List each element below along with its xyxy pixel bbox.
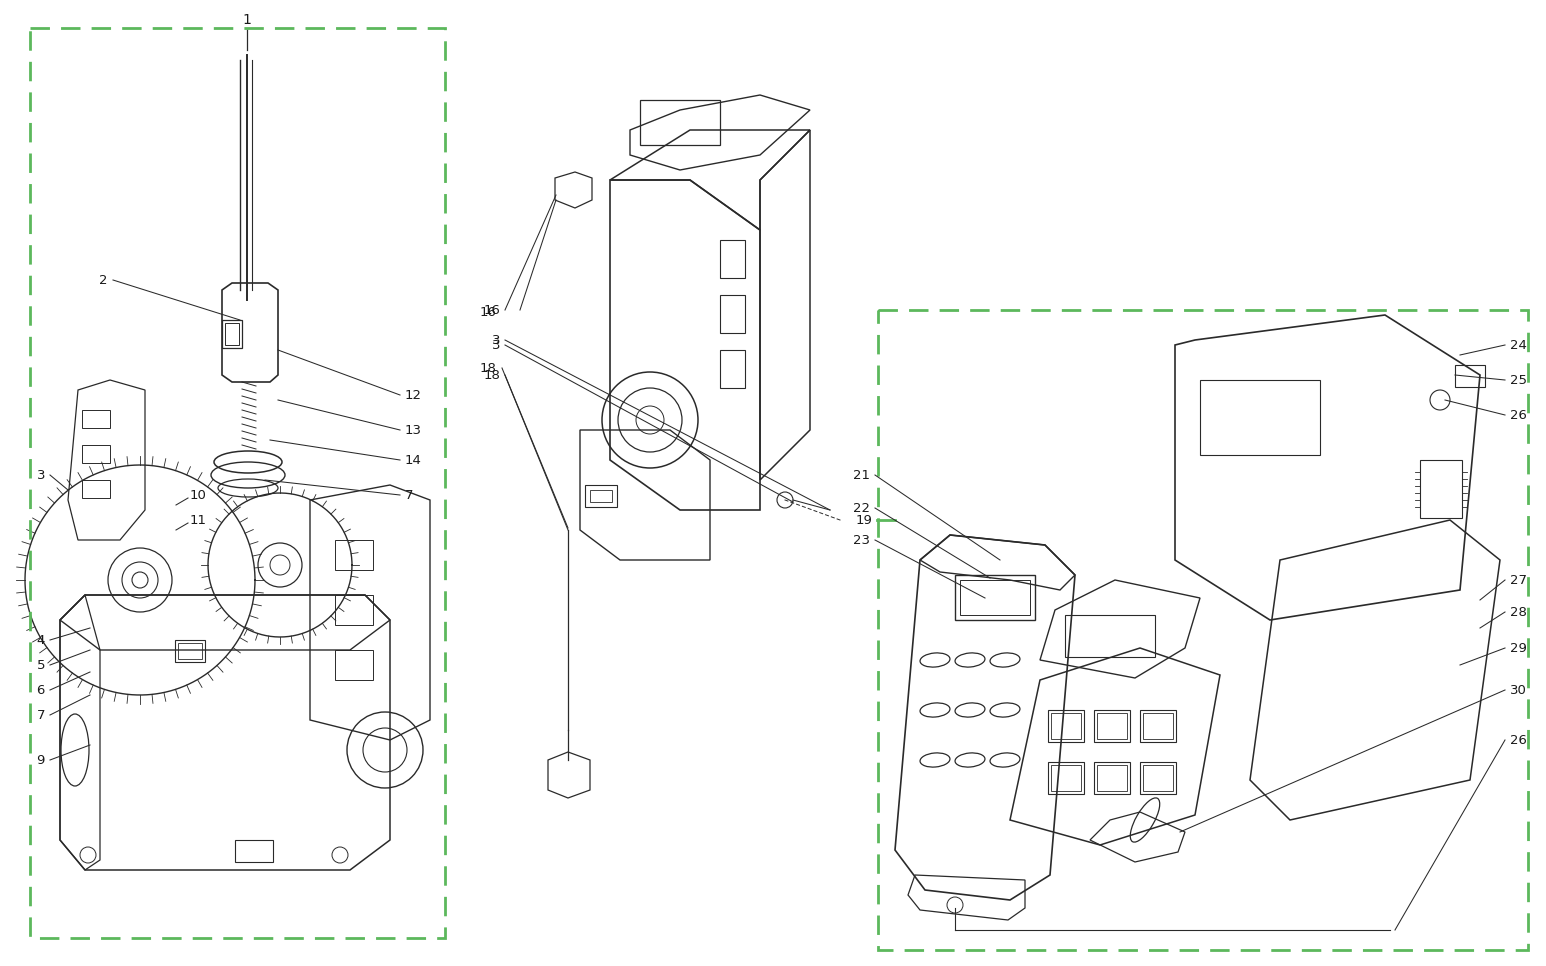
Text: 7: 7 [405,489,413,501]
Text: 23: 23 [853,533,870,547]
Bar [82,480,110,498]
Text: 21: 21 [853,469,870,481]
Bar [178,643,203,659]
Text: 18: 18 [479,361,496,375]
Bar [1065,615,1155,657]
Bar [1051,713,1081,739]
Text: 14: 14 [405,453,422,467]
Text: 25: 25 [1510,374,1527,386]
Bar [175,640,206,662]
Text: 16: 16 [482,303,499,317]
Bar [1048,710,1084,742]
Text: 16: 16 [479,305,496,319]
Bar [335,650,373,680]
Text: 1: 1 [243,13,252,27]
Bar [1048,762,1084,794]
Text: 3: 3 [492,338,499,352]
Bar [1098,765,1127,791]
Circle shape [131,572,148,588]
Text: 5: 5 [37,659,45,671]
Bar [640,100,720,145]
Bar [955,575,1034,620]
Bar [1419,460,1463,518]
Text: 6: 6 [37,684,45,696]
Bar [1200,380,1320,455]
Text: 30: 30 [1510,684,1527,696]
Text: 4: 4 [37,634,45,646]
Bar [1455,365,1486,387]
Bar [720,350,745,388]
Text: 18: 18 [482,368,499,382]
Bar [82,410,110,428]
Bar [335,595,373,625]
Bar [1095,710,1130,742]
Bar [235,840,274,862]
Text: 29: 29 [1510,641,1527,655]
Bar [1139,710,1177,742]
Bar [591,490,612,502]
Bar [1051,765,1081,791]
Bar [1098,713,1127,739]
Bar [584,485,617,507]
Text: 10: 10 [190,489,207,501]
Text: 3: 3 [492,333,499,347]
Bar [223,320,243,348]
Bar [1095,762,1130,794]
Bar [335,540,373,570]
Bar [1142,713,1173,739]
Bar [720,295,745,333]
Text: 12: 12 [405,388,422,402]
Bar [1139,762,1177,794]
Text: 2: 2 [99,273,108,287]
Text: 27: 27 [1510,574,1527,586]
Text: 26: 26 [1510,733,1527,747]
Text: 3: 3 [37,469,45,481]
Text: 28: 28 [1510,606,1527,618]
Bar [82,445,110,463]
Text: 22: 22 [853,501,870,515]
Text: 26: 26 [1510,409,1527,421]
Bar [226,323,240,345]
Bar [960,580,1030,615]
Bar [29,28,445,938]
Text: 11: 11 [190,514,207,526]
Text: 9: 9 [37,753,45,766]
Text: 19: 19 [855,514,872,526]
Text: 24: 24 [1510,338,1527,352]
Bar [720,240,745,278]
Text: 7: 7 [37,708,45,722]
Text: 13: 13 [405,423,422,437]
Bar [1142,765,1173,791]
Bar [878,310,1527,950]
